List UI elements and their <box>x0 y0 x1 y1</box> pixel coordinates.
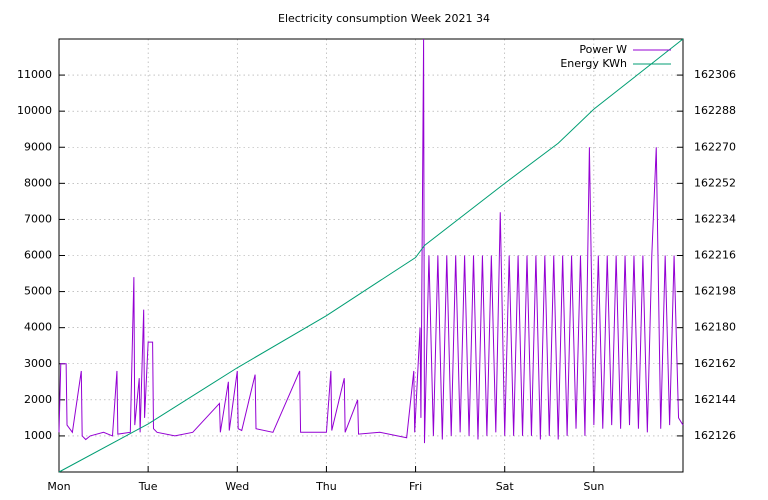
y-tick-label: 5000 <box>24 285 52 298</box>
y-tick-label: 3000 <box>24 357 52 370</box>
x-tick-label: Sun <box>583 480 604 493</box>
y-tick-label: 9000 <box>24 140 52 153</box>
y-tick-label: 6000 <box>24 249 52 262</box>
y2-tick-label: 162198 <box>694 285 736 298</box>
y-tick-label: 7000 <box>24 212 52 225</box>
y2-tick-label: 162180 <box>694 321 736 334</box>
plot-frame <box>58 38 684 473</box>
series-line <box>58 38 684 473</box>
y-tick-label: 8000 <box>24 176 52 189</box>
y-tick-label: 2000 <box>24 393 52 406</box>
y2-tick-label: 162234 <box>694 212 736 225</box>
y2-tick-label: 162216 <box>694 249 736 262</box>
x-tick-label: Thu <box>315 480 337 493</box>
chart-title: Electricity consumption Week 2021 34 <box>278 12 490 25</box>
x-tick-label: Wed <box>225 480 249 493</box>
y2-tick-label: 162306 <box>694 68 736 81</box>
y-tick-label: 4000 <box>24 321 52 334</box>
legend-label: Power W <box>579 43 627 56</box>
y2-tick-label: 162126 <box>694 429 736 442</box>
y2-tick-label: 162144 <box>694 393 736 406</box>
y-tick-label: 11000 <box>17 68 52 81</box>
x-tick-label: Sat <box>496 480 515 493</box>
x-tick-label: Tue <box>138 480 158 493</box>
y2-tick-label: 162288 <box>694 104 736 117</box>
y2-tick-label: 162252 <box>694 176 736 189</box>
legend-label: Energy KWh <box>560 57 627 70</box>
y2-tick-label: 162270 <box>694 140 736 153</box>
x-tick-label: Mon <box>47 480 70 493</box>
y-tick-label: 1000 <box>24 429 52 442</box>
y2-tick-label: 162162 <box>694 357 736 370</box>
y-tick-label: 10000 <box>17 104 52 117</box>
x-tick-label: Fri <box>409 480 422 493</box>
series-line <box>58 38 684 444</box>
